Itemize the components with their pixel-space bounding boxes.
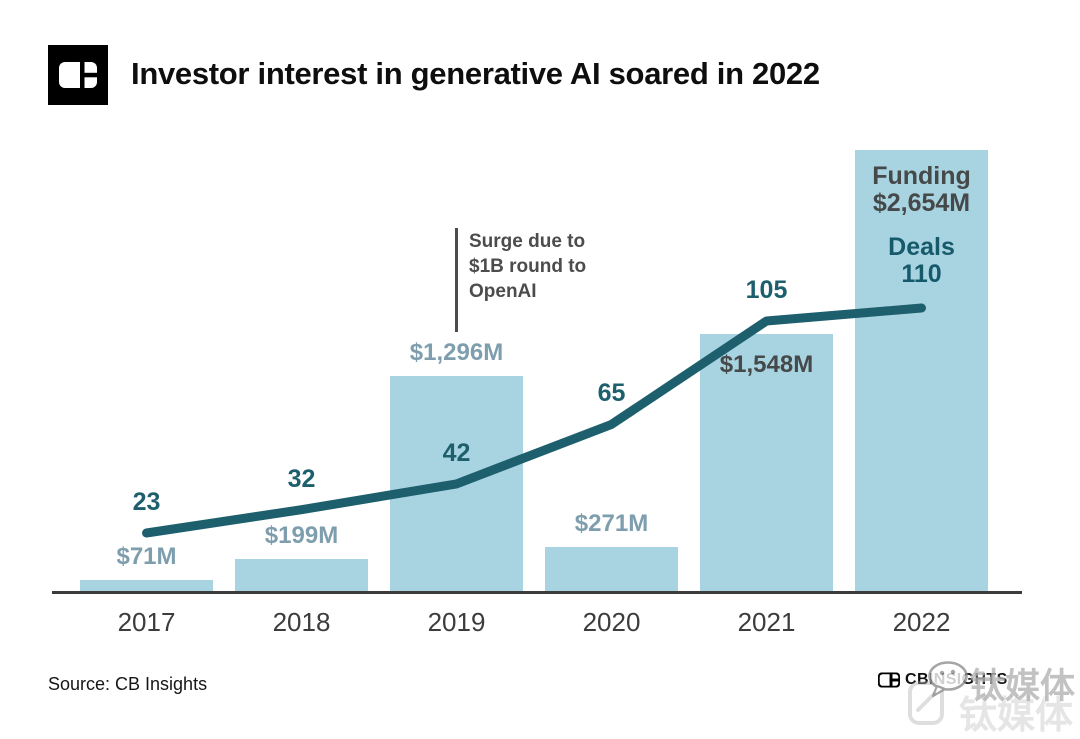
annotation-line-2: $1B round to	[469, 256, 587, 277]
x-tick-2019: 2019	[427, 607, 486, 637]
x-tick-2020: 2020	[582, 607, 641, 637]
bar-2018	[235, 559, 368, 592]
deals-value-2022: 110	[901, 260, 942, 288]
annotation-text: Surge due to $1B round to OpenAI	[469, 229, 586, 304]
cb-mark-small-icon	[878, 672, 900, 688]
chart-title: Investor interest in generative AI soare…	[131, 56, 820, 91]
annotation-rule	[455, 228, 458, 332]
watermark-text-shadow: 钛媒体	[959, 695, 1074, 737]
source-caption: Source: CB Insights	[48, 674, 208, 694]
chat-bubble-icon	[928, 661, 968, 698]
funding-label-2020: $271M	[574, 510, 649, 537]
bar-2020	[545, 547, 678, 592]
watermark-main-layer: 钛媒体	[875, 644, 1080, 739]
deals-label-2021: 105	[745, 275, 788, 304]
deals-label-2020: 65	[597, 379, 626, 408]
funding-label-2017: $71M	[116, 543, 177, 570]
x-tick-2021: 2021	[737, 607, 796, 637]
x-axis-line	[52, 591, 1022, 594]
funding-value-2022: $2,654M	[872, 189, 971, 217]
tmtpost-watermark: 钛媒体 钛媒体	[875, 644, 1080, 739]
x-tick-2017: 2017	[117, 607, 176, 637]
funding-label-2021: $1,548M	[719, 351, 814, 378]
deals-label-2017: 23	[132, 488, 161, 517]
deals-label-2019: 42	[442, 438, 471, 467]
deals-title-2022: Deals	[888, 233, 955, 261]
cb-mark-icon	[59, 62, 97, 88]
bar-2019	[390, 376, 523, 592]
funding-label-2019: $1,296M	[409, 339, 504, 366]
bar-2017	[80, 580, 213, 592]
final-bar-labels: Funding $2,654M Deals 110	[855, 163, 988, 288]
deals-label-2018: 32	[287, 464, 316, 493]
annotation-line-1: Surge due to	[469, 231, 586, 252]
watermark-shadow-layer: 钛媒体	[875, 644, 1080, 739]
cb-insights-logo-icon	[48, 45, 108, 105]
x-tick-2022: 2022	[892, 607, 951, 637]
funding-title-2022: Funding	[872, 162, 971, 190]
watermark-text: 钛媒体	[970, 667, 1076, 706]
tmtpost-logo-icon	[908, 681, 944, 725]
annotation-line-3: OpenAI	[469, 281, 537, 302]
funding-label-2018: $199M	[264, 522, 339, 549]
x-tick-2018: 2018	[272, 607, 331, 637]
